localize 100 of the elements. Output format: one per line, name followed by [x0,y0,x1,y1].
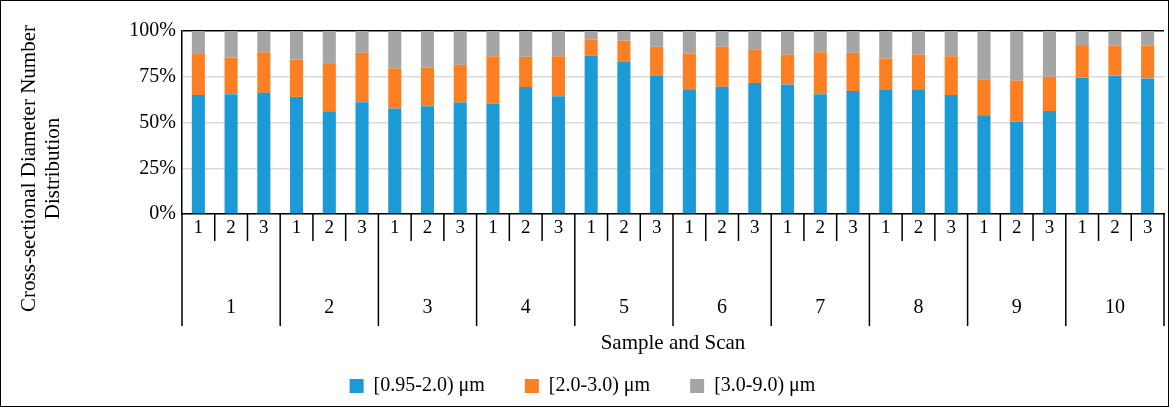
bar [617,61,631,214]
bar [944,31,958,57]
x-tick-label: 3 [553,215,564,237]
bar [224,31,238,58]
bar [879,31,893,59]
legend-label: [0.95-2.0) μm [373,373,486,397]
bar [1141,31,1155,46]
bar [617,40,631,62]
bar [715,46,729,87]
y-tick-label: 50% [139,109,176,132]
bar [420,67,435,107]
x-tick-label: 2 [422,215,433,237]
x-tick-label: 2 [619,215,629,237]
bar [781,31,795,55]
bar [813,52,827,95]
bar [519,56,533,87]
bar [224,57,238,95]
bar [290,59,304,97]
bar [1108,75,1122,214]
bar [486,56,500,104]
bar [224,94,238,214]
text: 3 [422,295,433,318]
x-tick-label: 1 [193,215,204,237]
x-tick-label: 1 [586,215,596,237]
bar [1108,45,1122,76]
bar [1141,78,1155,214]
y-tick-label: 100% [129,18,176,41]
bar [355,52,369,103]
bar [879,90,893,214]
bar [257,31,271,53]
bar [551,31,565,57]
bar [846,52,860,92]
x-tick-label: 2 [1011,215,1022,237]
bar [944,95,958,214]
bar [1010,31,1024,81]
bar [977,79,991,116]
bar [1075,31,1089,46]
x-tick-label: 3 [259,215,269,237]
bar [1108,31,1122,46]
bar [453,102,467,214]
x-tick-label: 2 [520,215,531,237]
bar [781,54,795,85]
bar [355,102,369,214]
bar [388,68,402,109]
bar [813,94,827,214]
bar [322,111,336,214]
bar [846,91,860,214]
bar [584,31,598,40]
x-tick-label: 3 [946,215,956,237]
bar [650,46,664,77]
bar [748,31,762,50]
bar [257,92,271,214]
text: 7 [815,295,826,318]
bar [1042,31,1056,77]
x-tick-label: 1 [488,215,498,237]
x-tick-label: 3 [1044,215,1055,237]
bar [977,115,991,214]
bar [420,31,435,68]
y-tick-label: 75% [139,64,176,86]
text: 6 [717,295,728,318]
x-axis-title: Sample and Scan [600,329,746,354]
bar [911,54,926,91]
x-tick-label: 1 [1077,215,1087,237]
x-tick-label: 1 [881,215,891,237]
bar [911,31,926,55]
x-tick-label: 3 [750,215,760,237]
bar [551,96,565,214]
y-tick-label: 0% [149,201,176,224]
x-tick-label: 1 [390,215,400,237]
legend-label: [2.0-3.0) μm [548,373,651,397]
text: 2 [324,295,335,318]
x-tick-label: 1 [782,215,793,237]
x-tick-label: 2 [226,215,236,237]
bar [486,31,500,57]
bar [617,31,631,41]
bar [290,31,304,60]
legend-label: [3.0-9.0) μm [714,373,816,397]
x-tick-label: 3 [455,215,465,237]
bar [748,49,762,83]
text: 9 [1011,295,1022,318]
x-tick-label: 3 [651,215,662,237]
bar [813,31,827,53]
bar [1010,121,1024,214]
text: 4 [520,295,531,318]
text: 8 [913,295,924,318]
bar [355,31,369,53]
bar [650,76,664,214]
bar [191,95,205,214]
bar [682,90,696,214]
y-tick-label: 25% [139,155,176,178]
x-tick-label: 1 [979,215,989,237]
bar [551,56,565,97]
bar [388,108,402,214]
x-tick-label: 1 [684,215,695,237]
bar [715,86,729,214]
bar [191,53,205,96]
x-tick-label: 3 [1142,215,1153,237]
bar [584,39,598,56]
bar [519,87,533,214]
bar [911,90,926,214]
